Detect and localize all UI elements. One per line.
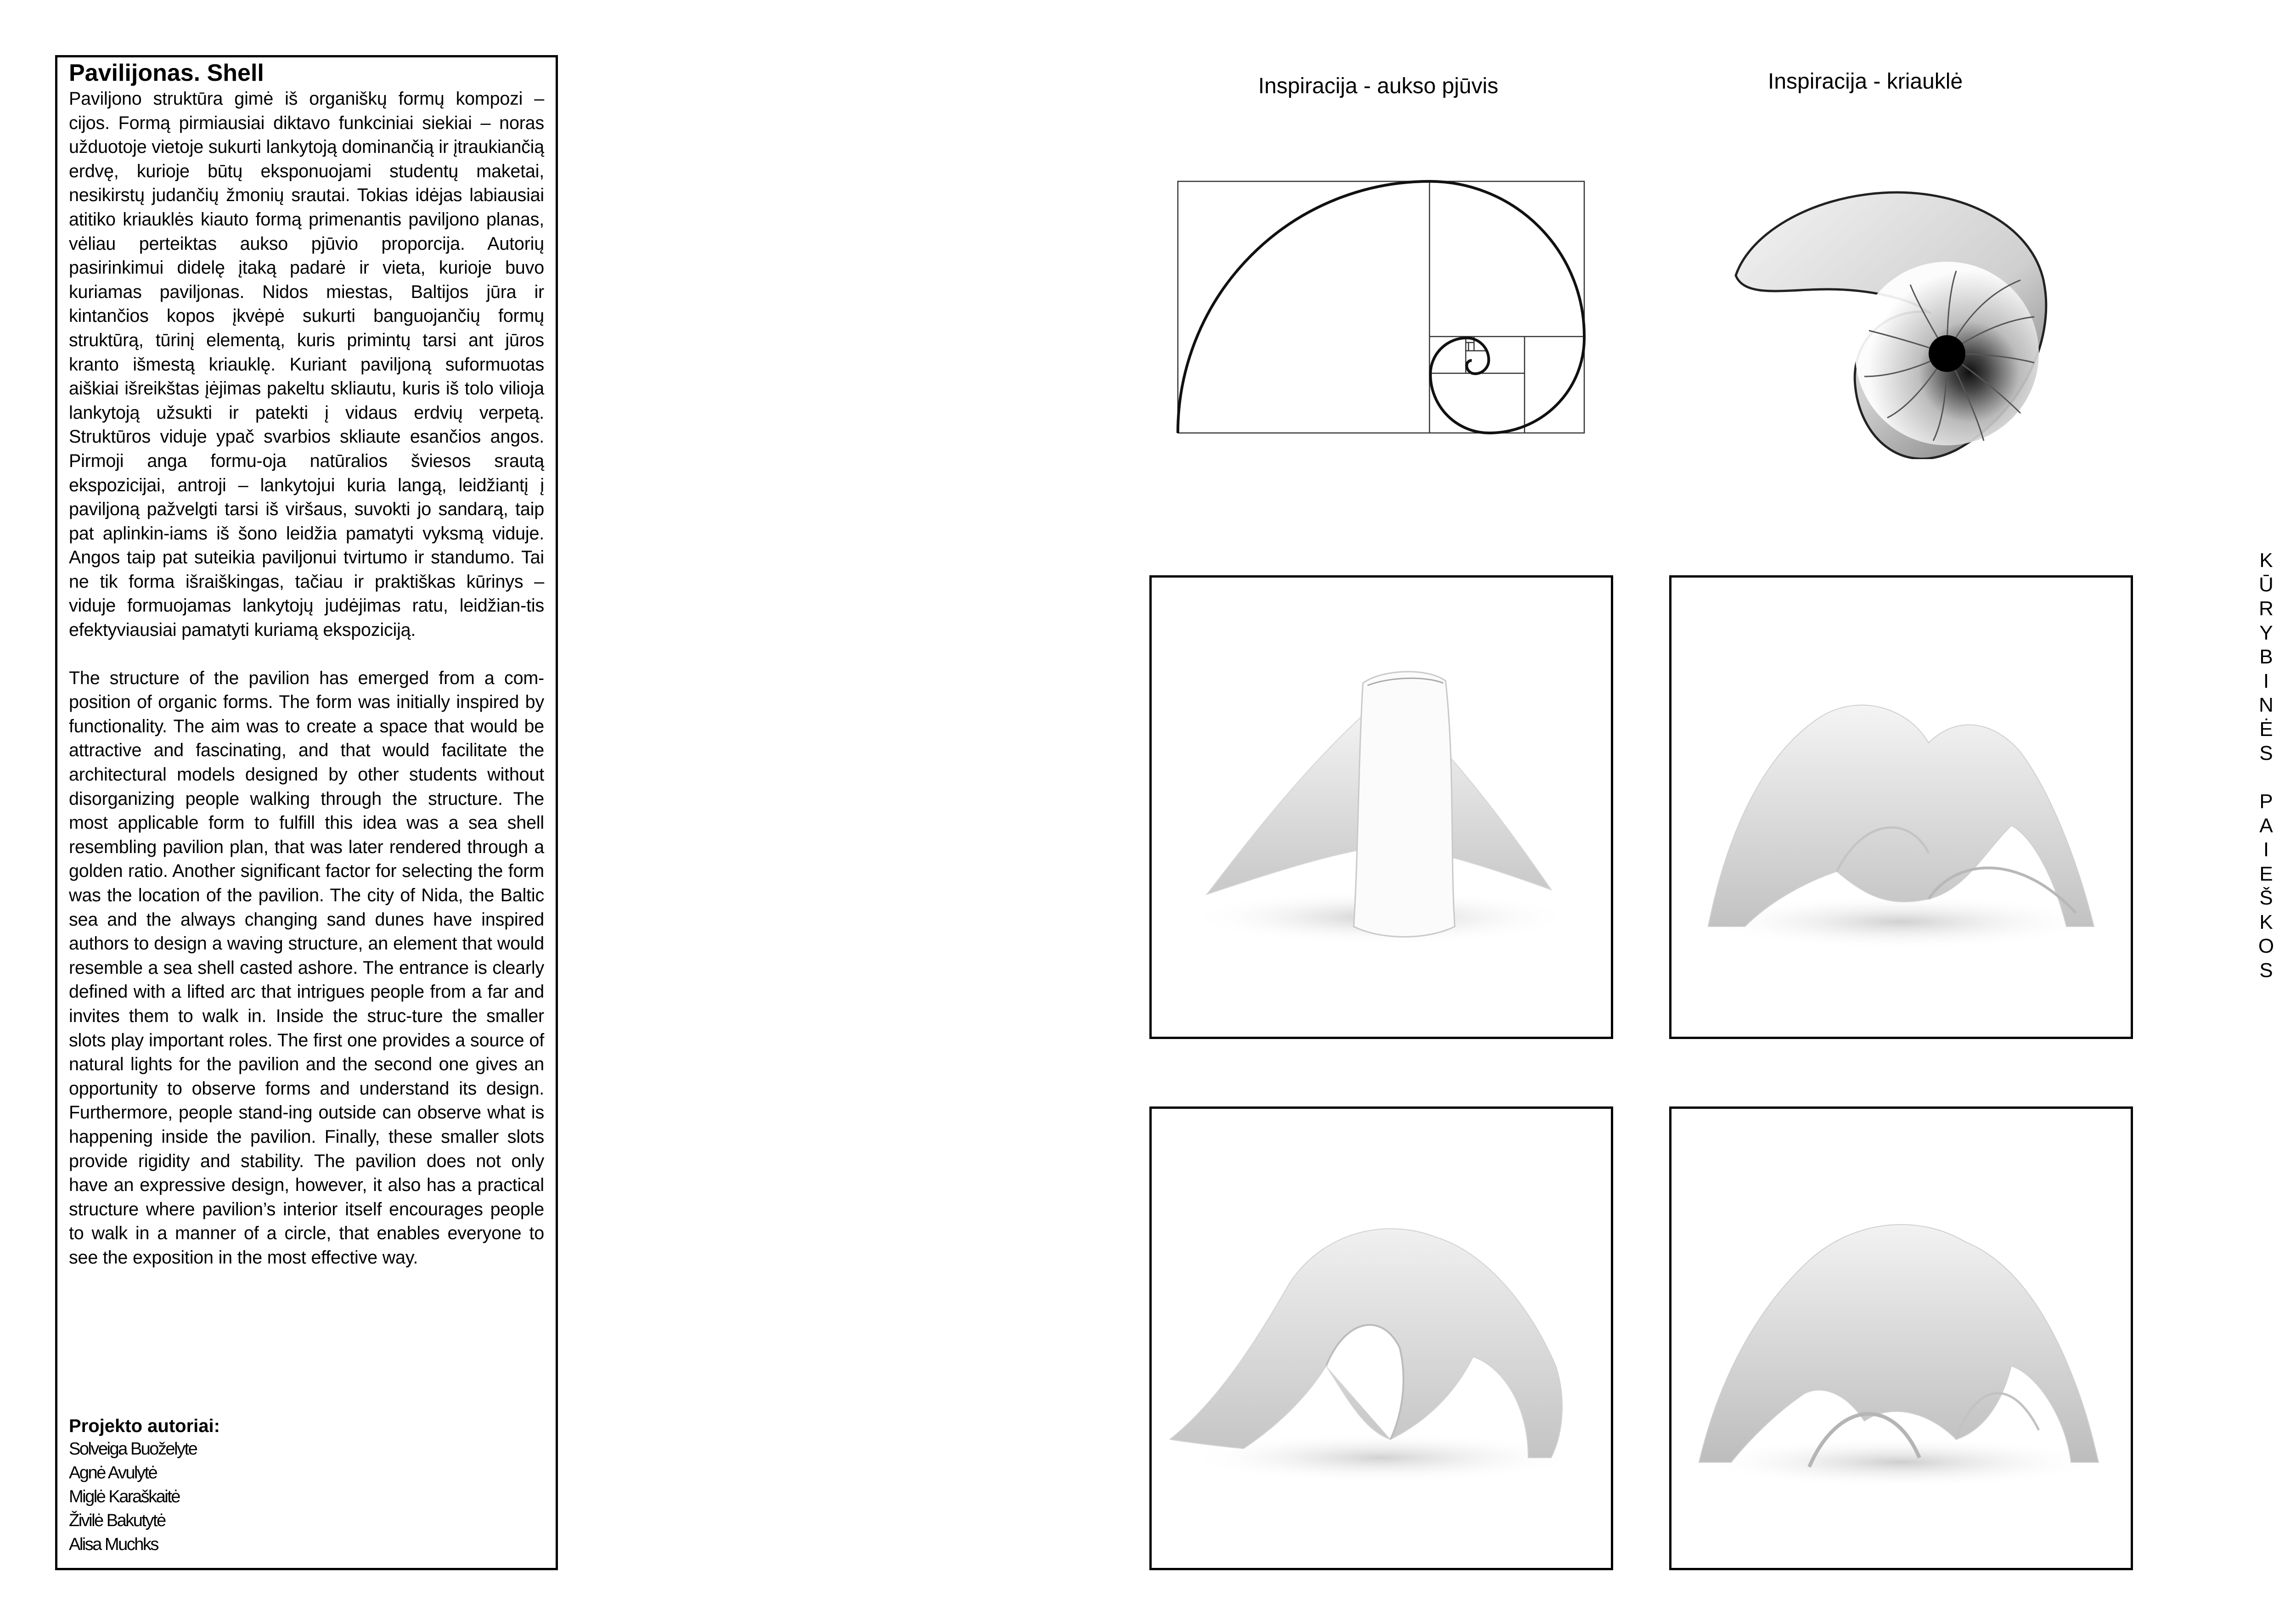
- pavilion-render-1: [1149, 575, 1613, 1039]
- side-title-letter: Ū: [2259, 573, 2273, 596]
- golden-ratio-caption: Inspiracija - aukso pjūvis: [1258, 74, 1498, 98]
- side-title-letter: I: [2263, 669, 2269, 692]
- side-title-letter: S: [2259, 742, 2273, 764]
- side-title-letter: K: [2259, 910, 2273, 933]
- pavilion-render-4: [1669, 1106, 2133, 1570]
- side-title-letter: Š: [2259, 887, 2273, 909]
- nautilus-shell-image: [1717, 161, 2076, 460]
- side-title-letter: A: [2259, 814, 2273, 837]
- side-title-letter: K: [2259, 549, 2273, 572]
- author-name: Agnė Avulytė: [69, 1463, 158, 1483]
- description-lt: Paviljono struktūra gimė iš organiškų fo…: [69, 89, 544, 640]
- authors-label: Projekto autoriai:: [69, 1416, 220, 1436]
- side-title-letter: R: [2259, 597, 2273, 620]
- shell-caption: Inspiracija - kriauklė: [1768, 69, 1963, 94]
- description-en: The structure of the pavilion has emerge…: [69, 668, 544, 1268]
- side-title-letter: E: [2259, 862, 2273, 885]
- panel-title: Pavilijonas. Shell: [69, 60, 264, 86]
- author-name: Alisa Muchks: [69, 1535, 159, 1554]
- side-title-spacer: [2252, 766, 2280, 790]
- golden-ratio-diagram: [1176, 179, 1589, 436]
- author-name: Solveiga Buoželyte: [69, 1439, 198, 1459]
- side-title-letter: P: [2259, 790, 2273, 813]
- pavilion-render-2: [1669, 575, 2133, 1039]
- side-title-letter: Y: [2259, 621, 2273, 644]
- side-title-letter: Ė: [2259, 718, 2273, 741]
- pavilion-render-3: [1149, 1106, 1613, 1570]
- side-title-letter: B: [2259, 646, 2273, 668]
- author-name: Živilė Bakutytė: [69, 1511, 166, 1530]
- authors-list: Solveiga Buoželyte Agnė Avulytė Miglė Ka…: [69, 1437, 198, 1556]
- author-name: Miglė Karaškaitė: [69, 1487, 180, 1506]
- side-title-letter: S: [2259, 959, 2273, 982]
- side-title-letter: N: [2259, 694, 2273, 716]
- side-title-letter: O: [2258, 935, 2274, 957]
- description-panel: Pavilijonas. Shell Paviljono struktūra g…: [55, 55, 558, 1570]
- side-title-vertical: K Ū R Y B I N Ė S P A I E Š K O S: [2252, 549, 2280, 983]
- side-title-letter: I: [2263, 838, 2269, 861]
